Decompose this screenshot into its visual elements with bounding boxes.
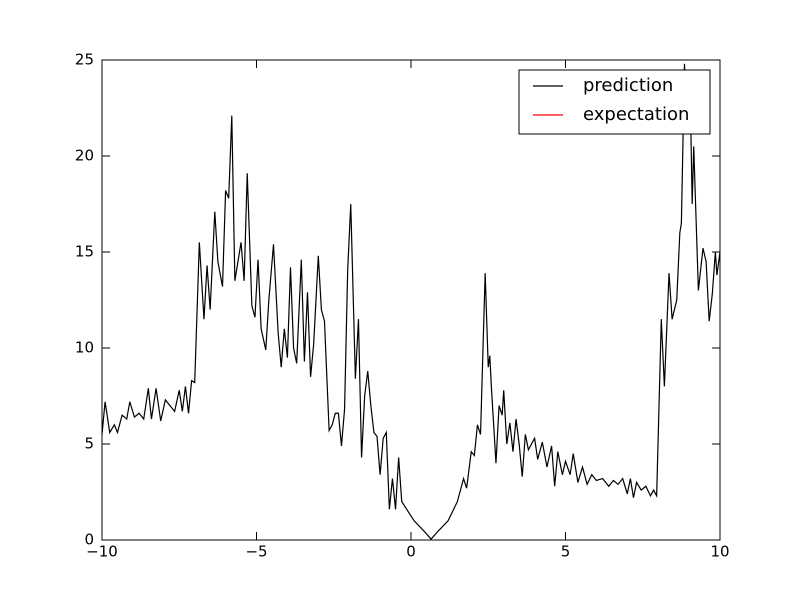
legend-box bbox=[518, 69, 711, 135]
data-line bbox=[102, 63, 720, 540]
y-tick-label: 15 bbox=[75, 243, 94, 261]
x-tick-label: −5 bbox=[245, 543, 267, 561]
y-tick-label: 20 bbox=[75, 147, 94, 165]
y-tick-label: 25 bbox=[75, 51, 94, 69]
legend-label: prediction bbox=[583, 75, 673, 96]
x-tick-label: −10 bbox=[86, 543, 118, 561]
x-tick-label: 5 bbox=[561, 543, 571, 561]
y-tick-label: 5 bbox=[84, 435, 94, 453]
y-tick-label: 0 bbox=[84, 531, 94, 549]
legend-label: expectation bbox=[583, 104, 689, 125]
y-tick-label: 10 bbox=[75, 339, 94, 357]
x-tick-label: 10 bbox=[710, 543, 729, 561]
x-tick-label: 0 bbox=[406, 543, 416, 561]
